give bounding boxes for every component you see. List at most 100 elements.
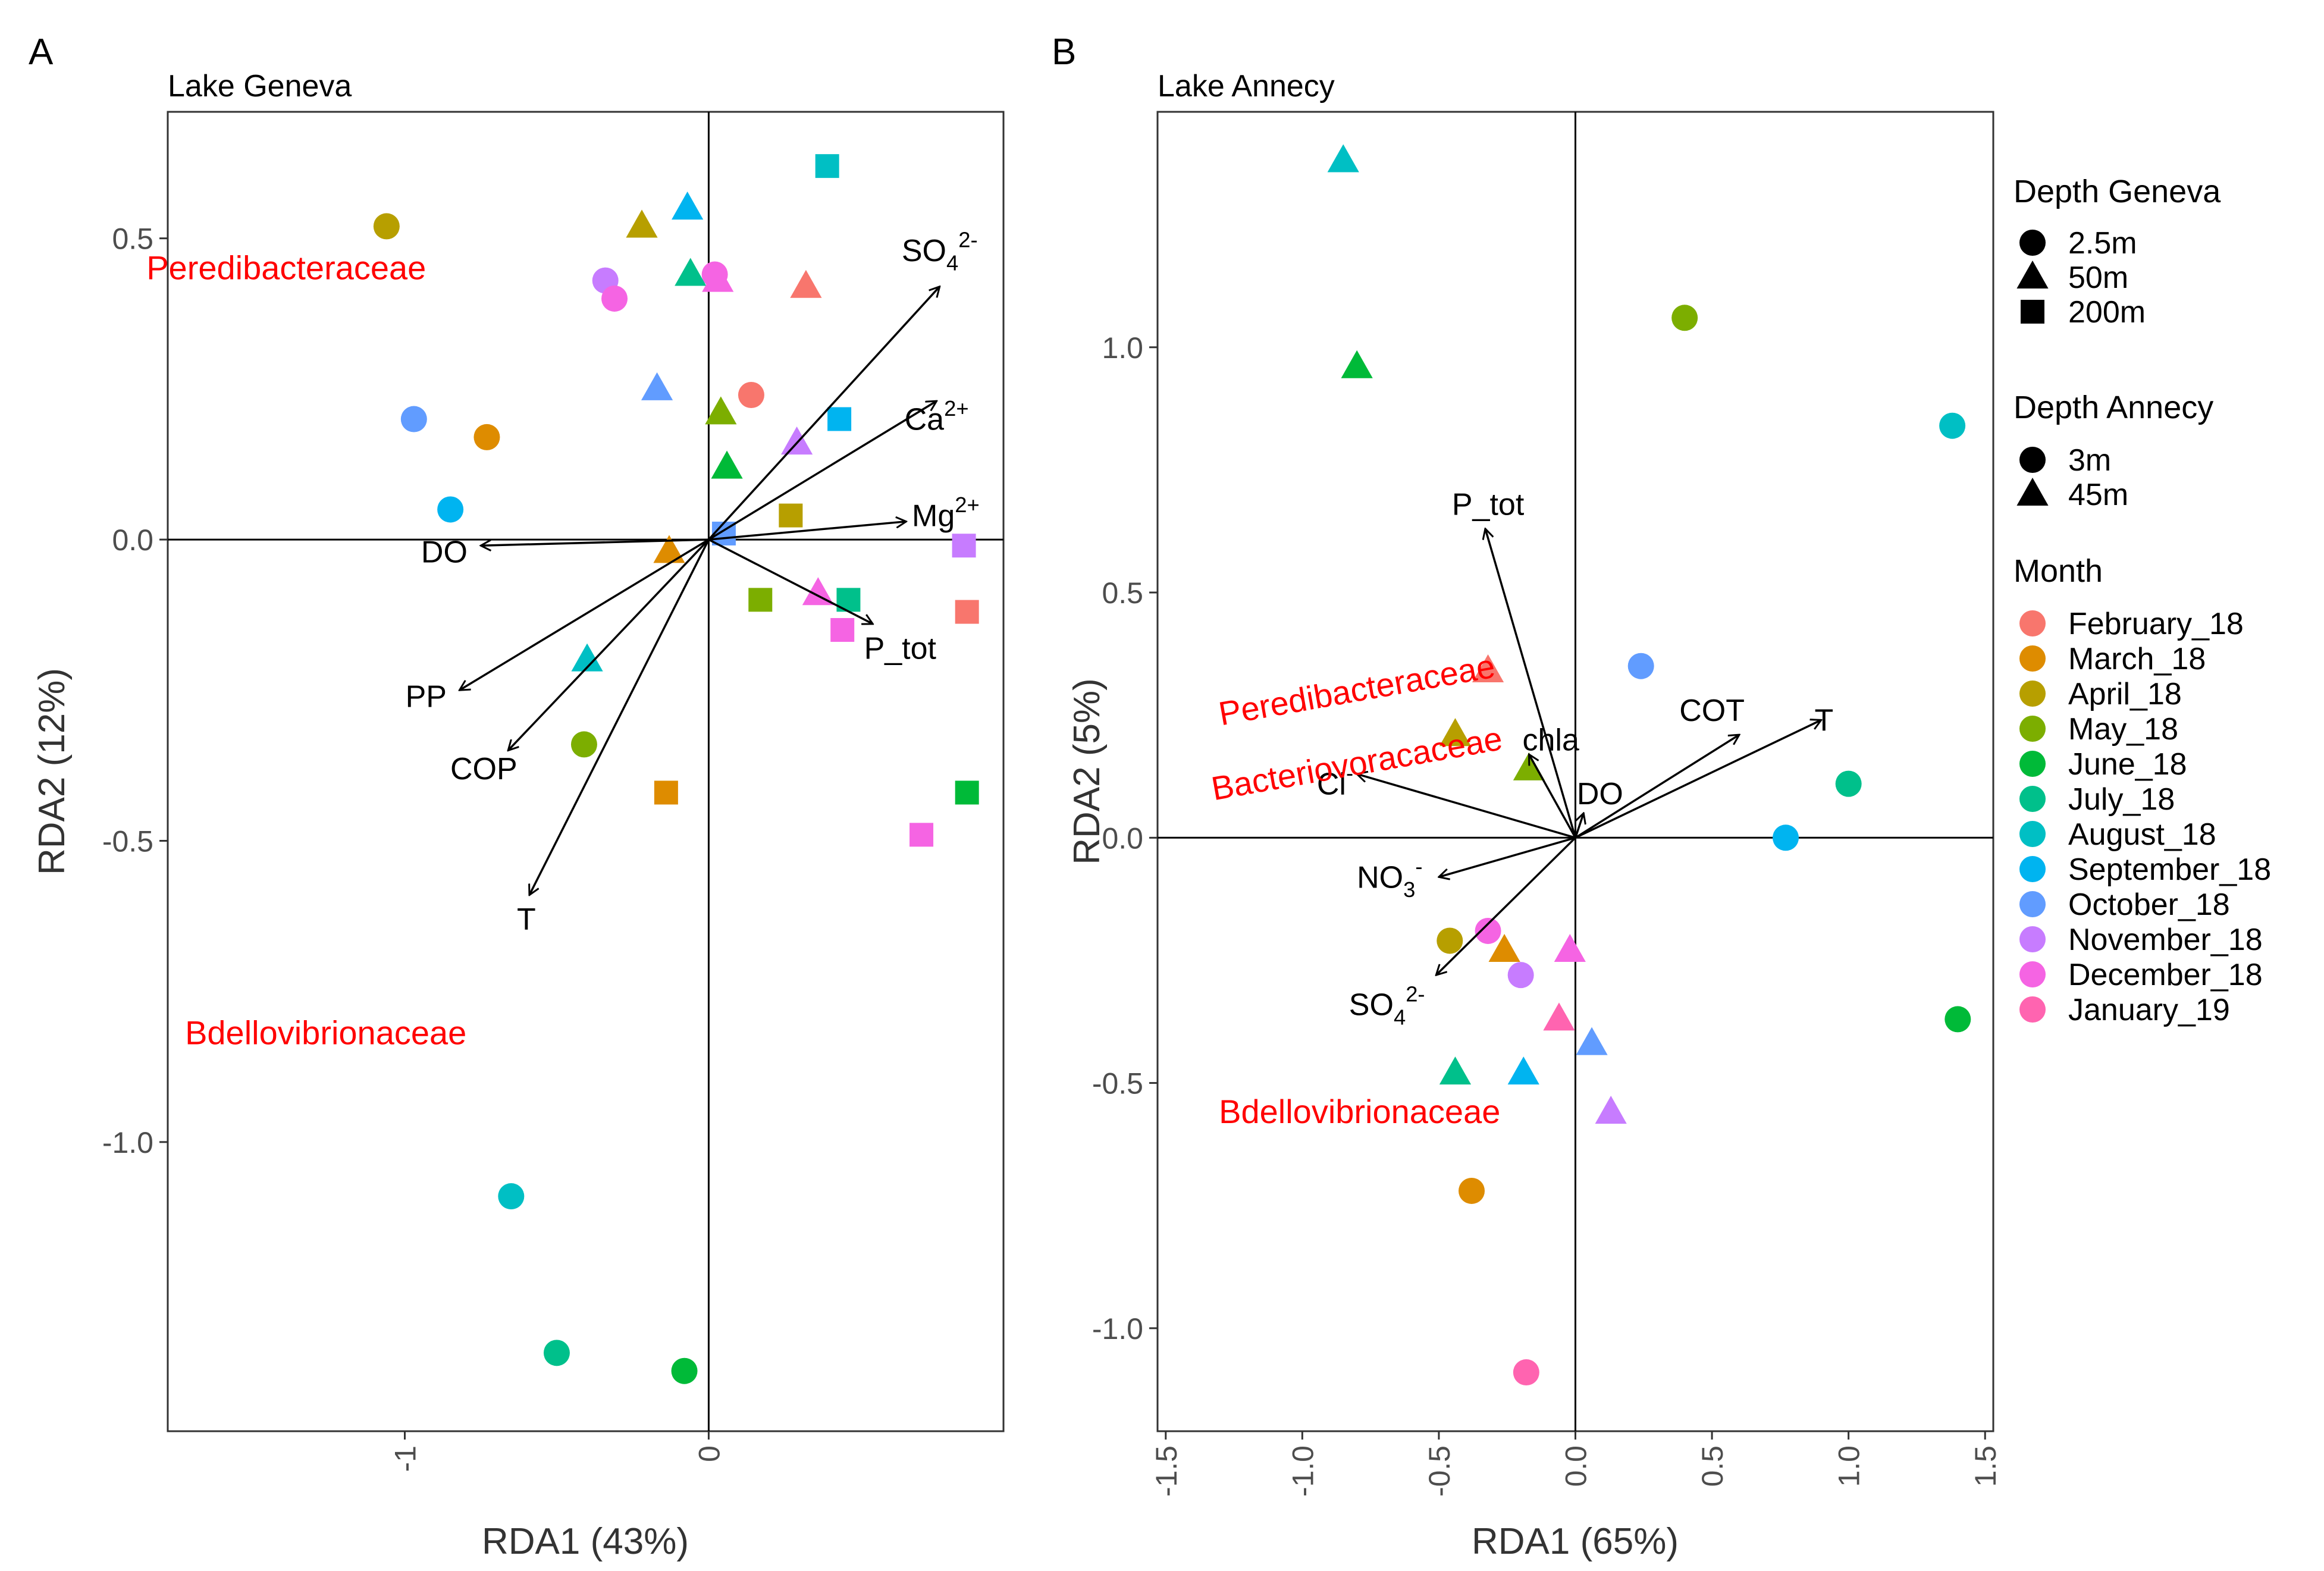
legend-key: [2019, 786, 2046, 812]
x-tick-label: 1.0: [1833, 1445, 1866, 1487]
legend-label: November_18: [2068, 923, 2263, 957]
panel-a-points: [373, 154, 979, 1384]
legend-key: [2019, 961, 2046, 987]
panel-a-x-ticks: -1 0: [389, 1431, 726, 1472]
data-point: [1507, 962, 1534, 989]
legend-label: 200m: [2068, 295, 2146, 330]
legend-label: 50m: [2068, 261, 2128, 295]
data-point: [1439, 1056, 1472, 1085]
data-point: [1627, 653, 1654, 679]
env-vector-label: DO: [1577, 777, 1623, 811]
data-point: [711, 450, 743, 479]
data-point: [1554, 933, 1586, 962]
env-vector-label: NO3-: [1357, 854, 1422, 902]
env-vector-label: SO42-: [902, 228, 978, 275]
data-point: [1944, 1006, 1971, 1033]
data-point: [952, 534, 976, 558]
data-point: [738, 382, 764, 409]
env-vector-arrow: [708, 401, 936, 541]
legend-key: [2021, 300, 2044, 324]
legend-key: [2019, 610, 2046, 636]
panel-b-x-axis-label: RDA1 (65%): [1472, 1521, 1679, 1562]
legend-key: [2016, 478, 2049, 506]
data-point: [830, 617, 855, 642]
env-vector-arrow: [459, 538, 710, 690]
env-vector-arrow: [508, 538, 710, 750]
legend-key: [2019, 645, 2046, 672]
data-point: [815, 154, 839, 178]
legend-title: Month: [2013, 553, 2103, 589]
data-point: [1595, 1096, 1627, 1124]
data-point: [641, 372, 673, 400]
data-point: [1488, 933, 1520, 962]
y-tick-label: -0.5: [1092, 1067, 1143, 1100]
y-tick-label: 0.0: [112, 523, 153, 557]
env-vector-label: COP: [450, 752, 518, 786]
data-point: [1576, 1027, 1608, 1055]
y-tick-label: 1.0: [1102, 331, 1143, 365]
data-point: [1472, 654, 1504, 683]
legend-title: Depth Geneva: [2013, 174, 2221, 209]
taxon-label: Bacteriovoracaceae: [1209, 719, 1505, 807]
legend-key: [2016, 261, 2049, 289]
y-tick-label: 0.5: [1102, 576, 1143, 610]
data-point: [626, 209, 658, 238]
env-vector-arrow: [1574, 813, 1584, 838]
data-point: [1459, 1177, 1485, 1204]
env-vector-arrow: [708, 287, 939, 541]
env-vector-label: COT: [1679, 694, 1745, 728]
data-point: [654, 780, 678, 805]
data-point: [570, 731, 597, 758]
data-point: [1671, 305, 1698, 331]
data-point: [779, 503, 803, 528]
legend-label: July_18: [2068, 782, 2175, 817]
data-point: [1939, 412, 1966, 439]
taxon-label: Bdellovibrionaceae: [1219, 1093, 1500, 1130]
env-vector-label: SO42-: [1349, 982, 1425, 1029]
env-vector-arrow: [1529, 754, 1577, 839]
panel-a-title: Lake Geneva: [168, 69, 352, 104]
data-point: [543, 1340, 570, 1366]
legend-key: [2019, 447, 2046, 473]
x-tick-label: -1.5: [1150, 1445, 1183, 1497]
panel-a: A Lake Geneva -1 0 -1.0 -0.5 0.0 0.5 SO42- Ca…: [29, 32, 1005, 1562]
legend-key: [2019, 821, 2046, 847]
env-vector-arrow: [1575, 735, 1739, 839]
x-tick-label: 0.0: [1560, 1445, 1593, 1487]
legend-label: February_18: [2068, 607, 2244, 641]
legend-title: Depth Annecy: [2013, 390, 2213, 425]
env-vector-label: Ca2+: [905, 396, 969, 437]
x-tick-label: 0: [692, 1445, 726, 1462]
data-point: [1773, 824, 1799, 851]
env-vector-label: P_tot: [1452, 488, 1525, 522]
legend-key: [2019, 926, 2046, 952]
panel-b-title: Lake Annecy: [1158, 69, 1335, 104]
env-vector-label: DO: [421, 535, 468, 569]
data-point: [571, 643, 603, 672]
data-point: [373, 213, 400, 240]
legend-key: [2019, 856, 2046, 882]
panel-a-plot-border: [167, 111, 1005, 1432]
y-tick-label: -1.0: [102, 1126, 153, 1159]
data-point: [1437, 927, 1463, 954]
panel-b-x-ticks: -1.5 -1.0 -0.5 0.0 0.5 1.0 1.5: [1150, 1431, 2002, 1497]
legend-key: [2019, 230, 2046, 256]
legend-label: May_18: [2068, 712, 2178, 747]
panel-a-y-ticks: -1.0 -0.5 0.0 0.5: [102, 222, 168, 1159]
x-tick-label: -1: [389, 1445, 422, 1472]
panel-a-taxa: Peredibacteraceae Bdellovibrionaceae: [146, 249, 466, 1051]
data-point: [1439, 718, 1472, 747]
panel-b-y-axis-label: RDA2 (5%): [1067, 678, 1108, 865]
env-vector-arrow: [1439, 836, 1576, 877]
panel-a-vectors: SO42- Ca2+ Mg2+ P_tot DO PP COP T: [406, 228, 980, 937]
legend-key: [2019, 996, 2046, 1023]
env-vector-label: T: [517, 902, 536, 937]
data-point: [802, 577, 834, 606]
data-point: [955, 780, 979, 805]
data-point: [601, 285, 628, 312]
env-vector-label: chla: [1522, 723, 1579, 757]
y-tick-label: 0.0: [1102, 821, 1143, 855]
env-vector-arrow: [708, 538, 873, 624]
data-point: [780, 427, 813, 455]
